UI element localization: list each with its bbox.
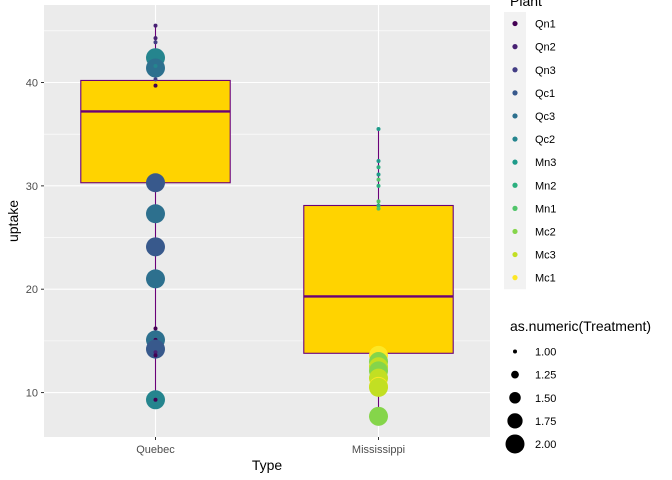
plant-legend-label: Qn1 (535, 19, 556, 31)
axes: 10 20 30 40 Quebec Mississippi (26, 78, 405, 456)
data-point (153, 77, 158, 82)
plant-legend-key (512, 159, 518, 165)
data-point (376, 159, 381, 164)
treatment-size-legend: as.numeric(Treatment) 1.00 1.25 1.50 1.75 2.… (505, 318, 651, 454)
box-iqr (303, 204, 454, 354)
data-point (153, 326, 158, 331)
plant-legend-key (512, 20, 518, 27)
plant-legend-label: Mn2 (535, 180, 556, 192)
data-point (376, 183, 381, 188)
y-tick-label: 40 (26, 78, 38, 90)
plant-legend-label: Mc2 (535, 226, 556, 238)
data-point (369, 406, 388, 426)
plant-legend-key (512, 67, 518, 73)
boxes (80, 25, 454, 417)
data-point (146, 204, 165, 224)
data-point (146, 58, 165, 78)
plant-legend-title: Plant (510, 0, 542, 9)
size-legend-key (509, 392, 521, 404)
plant-legend-label: Mn3 (535, 157, 556, 169)
data-point (376, 172, 381, 177)
plant-legend-key (512, 136, 518, 142)
plant-legend-key (512, 90, 518, 96)
data-point (376, 127, 381, 132)
size-legend-key (505, 434, 525, 454)
plant-legend-label: Mn1 (535, 203, 556, 215)
plant-legend-label: Qn3 (535, 65, 556, 77)
data-point (153, 83, 158, 88)
data-point (146, 173, 165, 193)
size-legend-label: 1.75 (535, 416, 556, 428)
data-point (153, 63, 158, 68)
data-point (153, 23, 158, 28)
y-tick-label: 20 (26, 284, 38, 296)
size-legend-key (511, 370, 519, 379)
plant-legend-label: Mc1 (535, 273, 556, 285)
x-tick-label: Mississippi (352, 444, 405, 456)
y-tick-label: 10 (26, 388, 38, 400)
data-point (153, 353, 158, 358)
x-tick-label: Quebec (136, 444, 175, 456)
plant-legend-label: Mc3 (535, 250, 556, 262)
size-legend-label: 1.50 (535, 393, 556, 405)
data-point (376, 165, 381, 170)
y-axis-title: uptake (5, 200, 21, 242)
size-legend-label: 2.00 (535, 439, 556, 451)
plant-legend-key (512, 275, 518, 281)
data-point (153, 350, 158, 355)
data-point (146, 237, 165, 257)
size-legend-title: as.numeric(Treatment) (510, 318, 651, 334)
size-legend-key (513, 349, 517, 354)
data-point (376, 203, 381, 208)
plant-legend-label: Qc2 (535, 134, 555, 146)
plant-legend-label: Qc1 (535, 88, 555, 100)
plant-legend-label: Qn2 (535, 42, 556, 54)
data-point (153, 36, 158, 41)
data-point (153, 40, 158, 45)
plant-legend-key (512, 44, 518, 50)
plant-legend-key (512, 182, 518, 188)
points (146, 23, 388, 426)
data-point (369, 377, 388, 397)
box-iqr (80, 79, 231, 184)
plant-legend-key (512, 251, 518, 258)
size-legend-key (507, 413, 523, 429)
data-point (376, 206, 381, 211)
data-point (376, 199, 381, 204)
data-point (376, 177, 381, 182)
size-legend-label: 1.00 (535, 347, 556, 359)
data-point (146, 269, 165, 289)
plant-legend-key (512, 228, 518, 235)
plant-legend-label: Qc3 (535, 111, 555, 123)
plant-legend-key (512, 113, 518, 119)
x-axis-title: Type (252, 457, 283, 473)
data-point (146, 339, 165, 359)
plant-legend-key-background (504, 12, 526, 290)
plant-legend-key (512, 205, 518, 211)
plant-legend: Plant Qn1 Qn2 Qn3 Qc1 Qc3 Qc2 Mn3 Mn2 Mn1 Mc2 Mc3 M… (504, 0, 556, 290)
data-point (153, 397, 158, 402)
size-legend-label: 1.25 (535, 370, 556, 382)
y-tick-label: 30 (26, 181, 38, 193)
